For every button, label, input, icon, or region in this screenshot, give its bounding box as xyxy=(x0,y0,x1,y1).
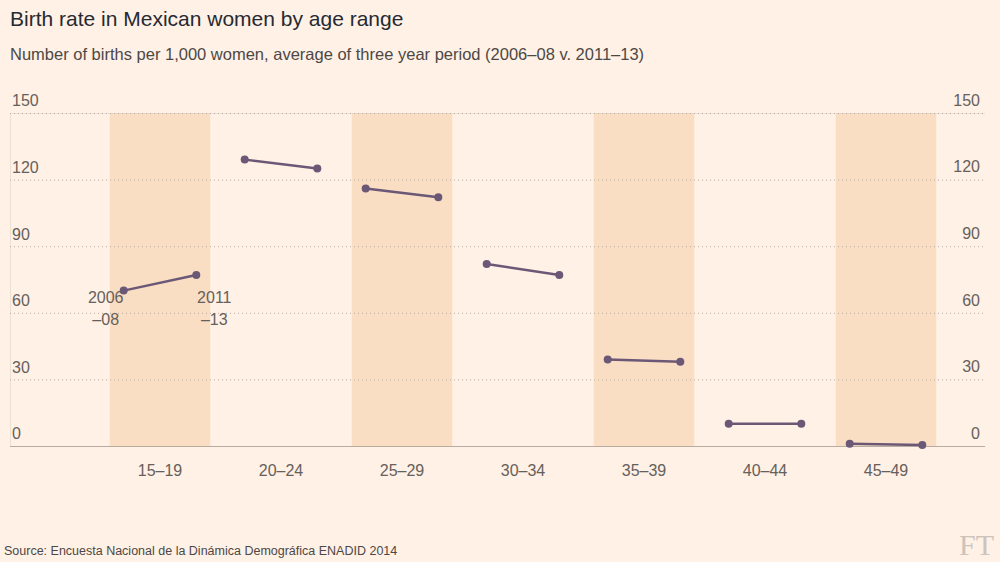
point xyxy=(604,355,612,363)
point xyxy=(434,193,442,201)
y-tick-label: 60 xyxy=(12,292,30,309)
connector xyxy=(729,423,802,426)
y-tick-label-right: 0 xyxy=(971,425,980,442)
y-tick: 150 xyxy=(10,92,985,113)
subtitle: Number of births per 1,000 women, averag… xyxy=(10,45,644,63)
y-tick: 30 xyxy=(10,359,985,380)
marks xyxy=(120,156,927,449)
bands xyxy=(110,113,936,446)
point xyxy=(797,420,805,428)
point xyxy=(846,440,854,448)
point xyxy=(483,260,491,268)
y-tick: 60 xyxy=(10,292,985,313)
title: Birth rate in Mexican women by age range xyxy=(10,7,403,30)
y-tick: 120 xyxy=(10,159,985,180)
grid-line xyxy=(10,446,985,447)
grid-line xyxy=(10,313,985,314)
logo: FT xyxy=(959,528,994,561)
band xyxy=(594,113,694,446)
point xyxy=(362,184,370,192)
y-tick: 90 xyxy=(10,226,985,247)
point xyxy=(555,271,563,279)
y-tick-label: 120 xyxy=(12,159,39,176)
series-label: 2006–08 xyxy=(88,289,124,328)
connector xyxy=(366,188,439,197)
y-tick-label-right: 30 xyxy=(962,358,980,375)
point xyxy=(192,271,200,279)
background xyxy=(0,0,1000,562)
connector xyxy=(124,275,197,291)
y-tick-label: 150 xyxy=(12,92,39,109)
y-tick-label-right: 90 xyxy=(962,225,980,242)
x-tick-label: 35–39 xyxy=(622,462,667,479)
grid-line xyxy=(10,246,985,247)
y-tick-label: 30 xyxy=(12,359,30,376)
point xyxy=(313,165,321,173)
point xyxy=(725,420,733,428)
y-axis-right: 0 30 60 90 120 150 xyxy=(953,92,980,442)
y-tick-label-right: 120 xyxy=(953,158,980,175)
series-label: 2011–13 xyxy=(197,289,232,328)
chart: 0 30 60 90 120 150 0 30 60 90 120 150 15–19 20–24 25–2… xyxy=(0,0,1000,562)
x-axis: 15–19 20–24 25–29 30–34 35–39 40–44 45–49 xyxy=(138,462,909,479)
point xyxy=(918,441,926,449)
y-axis-line xyxy=(11,114,986,447)
connector xyxy=(487,264,560,275)
connector xyxy=(245,160,318,169)
y-tick-label: 0 xyxy=(12,425,21,442)
band xyxy=(836,113,936,446)
band xyxy=(352,113,452,446)
point xyxy=(676,358,684,366)
x-tick-label: 20–24 xyxy=(259,462,304,479)
grid-line xyxy=(10,379,985,380)
x-tick-label: 30–34 xyxy=(501,462,546,479)
y-tick-label-right: 150 xyxy=(953,92,980,109)
x-tick-label: 15–19 xyxy=(138,462,183,479)
grid-line xyxy=(10,180,985,181)
x-tick-label: 25–29 xyxy=(380,462,425,479)
source: Source: Encuesta Nacional de la Dinámica… xyxy=(4,544,397,558)
x-tick-label: 45–49 xyxy=(864,462,909,479)
x-tick-label: 40–44 xyxy=(743,462,788,479)
point xyxy=(241,156,249,164)
y-tick-label-right: 60 xyxy=(962,292,980,309)
y-axis: 0 30 60 90 120 150 xyxy=(10,92,985,446)
connector xyxy=(850,444,923,445)
connector xyxy=(608,359,681,361)
series-labels: 2006–08 2011–13 xyxy=(88,289,232,328)
band xyxy=(110,113,210,446)
grid-line xyxy=(10,113,985,114)
y-tick-label: 90 xyxy=(12,226,30,243)
y-tick: 0 xyxy=(10,425,985,446)
